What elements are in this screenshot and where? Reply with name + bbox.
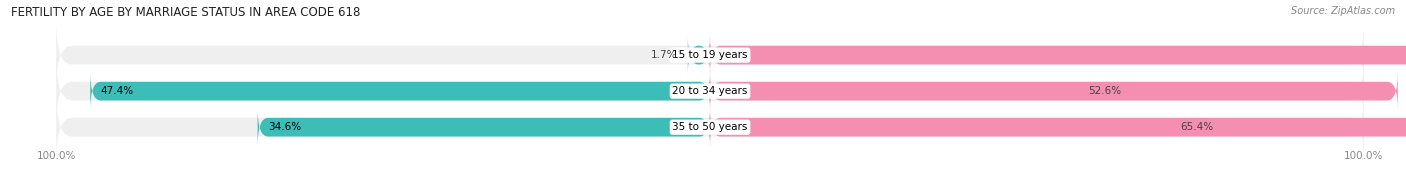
Text: 35 to 50 years: 35 to 50 years [672, 122, 748, 132]
Text: Source: ZipAtlas.com: Source: ZipAtlas.com [1291, 6, 1395, 16]
Text: 65.4%: 65.4% [1181, 122, 1213, 132]
Text: 15 to 19 years: 15 to 19 years [672, 50, 748, 60]
Text: 34.6%: 34.6% [269, 122, 301, 132]
Text: 1.7%: 1.7% [651, 50, 678, 60]
FancyBboxPatch shape [56, 57, 1364, 125]
FancyBboxPatch shape [710, 36, 1406, 74]
Text: 20 to 34 years: 20 to 34 years [672, 86, 748, 96]
FancyBboxPatch shape [257, 108, 710, 147]
Legend: Married, Unmarried: Married, Unmarried [641, 193, 779, 196]
FancyBboxPatch shape [56, 21, 1364, 89]
FancyBboxPatch shape [90, 72, 710, 111]
FancyBboxPatch shape [56, 93, 1364, 161]
Text: FERTILITY BY AGE BY MARRIAGE STATUS IN AREA CODE 618: FERTILITY BY AGE BY MARRIAGE STATUS IN A… [11, 6, 360, 19]
FancyBboxPatch shape [688, 36, 710, 74]
FancyBboxPatch shape [710, 72, 1398, 111]
FancyBboxPatch shape [710, 108, 1406, 147]
Text: 52.6%: 52.6% [1088, 86, 1122, 96]
Text: 47.4%: 47.4% [101, 86, 134, 96]
